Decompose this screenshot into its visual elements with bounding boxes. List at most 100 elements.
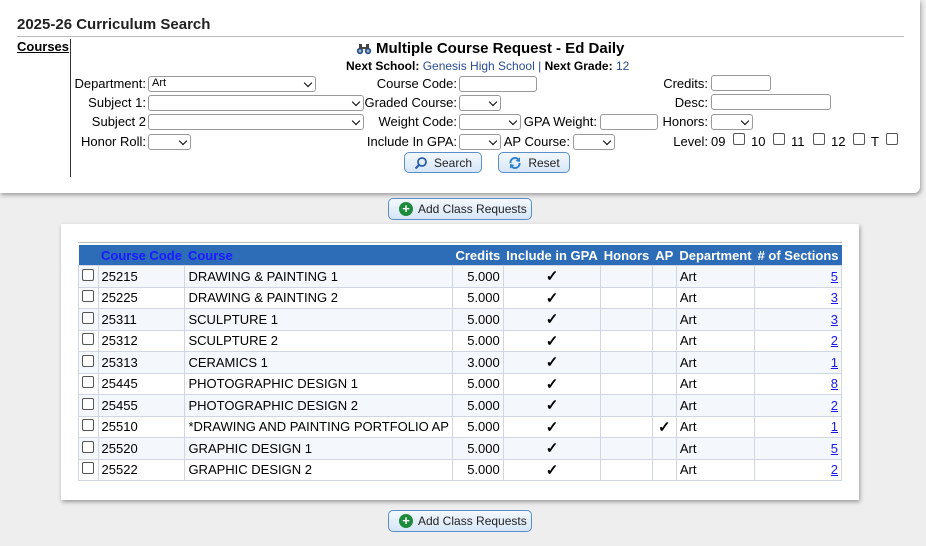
sections-link[interactable]: 2 <box>830 462 838 478</box>
weight-code-select[interactable] <box>459 114 521 130</box>
level-t-checkbox[interactable] <box>886 133 898 145</box>
sections-cell[interactable]: 2 <box>754 394 842 417</box>
form-title-text: Multiple Course Request - Ed Daily <box>376 40 625 57</box>
table-row: 25225 DRAWING & PAINTING 2 5.000 ✓ Art 3 <box>78 286 842 309</box>
subject2-select[interactable] <box>148 114 364 130</box>
ap-course-label: AP Course: <box>503 134 570 149</box>
sections-link[interactable]: 2 <box>830 397 838 413</box>
department-cell: Art <box>675 394 756 417</box>
row-checkbox[interactable] <box>82 376 95 389</box>
row-checkbox[interactable] <box>82 354 95 367</box>
include-gpa-cell: ✓ <box>502 415 602 438</box>
include-gpa-cell: ✓ <box>502 372 602 395</box>
sections-link[interactable]: 1 <box>830 354 838 370</box>
course-code-cell: 25313 <box>97 351 186 374</box>
course-code-cell: 25311 <box>97 308 186 331</box>
gpa-weight-input[interactable] <box>600 114 658 130</box>
row-checkbox[interactable] <box>82 268 95 281</box>
row-checkbox[interactable] <box>82 462 95 475</box>
sections-link[interactable]: 3 <box>830 290 838 306</box>
include-gpa-cell: ✓ <box>502 351 602 374</box>
department-select[interactable]: Art <box>148 76 316 92</box>
row-checkbox[interactable] <box>82 311 95 324</box>
sections-cell[interactable]: 2 <box>754 458 842 481</box>
subject1-label: Subject 1: <box>88 95 146 110</box>
credits-cell: 3.000 <box>451 351 504 374</box>
level-11-checkbox[interactable] <box>813 133 825 145</box>
header-include-gpa: Include in GPA <box>503 245 601 266</box>
check-icon: ✓ <box>545 311 559 329</box>
ap-course-select[interactable] <box>573 134 615 150</box>
include-gpa-cell: ✓ <box>502 286 602 309</box>
course-name-cell: PHOTOGRAPHIC DESIGN 1 <box>184 372 453 395</box>
level-10-checkbox[interactable] <box>773 133 785 145</box>
row-select-checkbox[interactable] <box>78 437 99 460</box>
level-12-checkbox[interactable] <box>853 133 865 145</box>
row-checkbox[interactable] <box>82 333 95 346</box>
desc-label: Desc: <box>674 95 708 110</box>
row-select-checkbox[interactable] <box>78 415 99 438</box>
subject1-select[interactable] <box>148 95 364 111</box>
reset-button[interactable]: Reset <box>498 152 570 173</box>
table-row: 25445 PHOTOGRAPHIC DESIGN 1 5.000 ✓ Art 8 <box>78 372 842 395</box>
table-row: 25510 *DRAWING AND PAINTING PORTFOLIO AP 5… <box>78 415 842 438</box>
row-checkbox[interactable] <box>82 419 95 432</box>
results-divider <box>78 242 842 243</box>
header-course-code[interactable]: Course Code <box>98 245 185 266</box>
sections-cell[interactable]: 3 <box>754 308 842 331</box>
sections-link[interactable]: 8 <box>830 376 838 392</box>
level-11-label: 11 <box>791 134 805 149</box>
tab-courses[interactable]: Courses <box>17 39 70 54</box>
add-class-requests-button-top[interactable]: + Add Class Requests <box>388 198 532 220</box>
sections-cell[interactable]: 1 <box>754 415 842 438</box>
ap-cell <box>651 308 677 331</box>
honors-cell <box>600 415 653 438</box>
department-cell: Art <box>675 351 756 374</box>
search-button[interactable]: Search <box>404 152 482 173</box>
header-ap: AP <box>652 245 677 266</box>
sections-link[interactable]: 3 <box>830 311 838 327</box>
sections-cell[interactable]: 5 <box>754 437 842 460</box>
sections-cell[interactable]: 2 <box>754 329 842 352</box>
binoculars-icon <box>356 43 372 54</box>
department-cell: Art <box>675 308 756 331</box>
row-checkbox[interactable] <box>82 290 95 303</box>
sections-link[interactable]: 1 <box>830 419 838 435</box>
add-icon: + <box>399 202 413 216</box>
sections-cell[interactable]: 3 <box>754 286 842 309</box>
row-checkbox[interactable] <box>82 397 95 410</box>
course-code-input[interactable] <box>459 76 537 92</box>
sections-cell[interactable]: 8 <box>754 372 842 395</box>
honors-select[interactable] <box>711 114 753 130</box>
table-row: 25215 DRAWING & PAINTING 1 5.000 ✓ Art 5 <box>78 265 842 288</box>
title-divider <box>17 36 904 37</box>
honor-roll-select[interactable] <box>148 134 191 150</box>
row-select-checkbox[interactable] <box>78 458 99 481</box>
row-select-checkbox[interactable] <box>78 329 99 352</box>
credits-cell: 5.000 <box>451 394 504 417</box>
page-title: 2025-26 Curriculum Search <box>17 16 211 33</box>
sections-link[interactable]: 5 <box>830 440 838 456</box>
table-row: 25522 GRAPHIC DESIGN 2 5.000 ✓ Art 2 <box>78 458 842 481</box>
row-select-checkbox[interactable] <box>78 286 99 309</box>
sections-cell[interactable]: 5 <box>754 265 842 288</box>
sections-cell[interactable]: 1 <box>754 351 842 374</box>
credits-input[interactable] <box>711 75 771 91</box>
include-gpa-select[interactable] <box>459 134 501 150</box>
add-class-requests-button-bottom[interactable]: + Add Class Requests <box>388 510 532 532</box>
row-select-checkbox[interactable] <box>78 351 99 374</box>
desc-input[interactable] <box>711 94 831 110</box>
row-select-checkbox[interactable] <box>78 372 99 395</box>
graded-course-select[interactable] <box>459 95 501 111</box>
sections-link[interactable]: 2 <box>830 333 838 349</box>
row-checkbox[interactable] <box>82 440 95 453</box>
row-select-checkbox[interactable] <box>78 265 99 288</box>
row-select-checkbox[interactable] <box>78 308 99 331</box>
course-name-cell: DRAWING & PAINTING 1 <box>184 265 453 288</box>
header-course[interactable]: Course <box>184 245 453 266</box>
course-code-label: Course Code: <box>376 76 457 91</box>
sections-link[interactable]: 5 <box>830 268 838 284</box>
check-icon: ✓ <box>545 268 559 286</box>
row-select-checkbox[interactable] <box>78 394 99 417</box>
level-09-checkbox[interactable] <box>733 133 745 145</box>
